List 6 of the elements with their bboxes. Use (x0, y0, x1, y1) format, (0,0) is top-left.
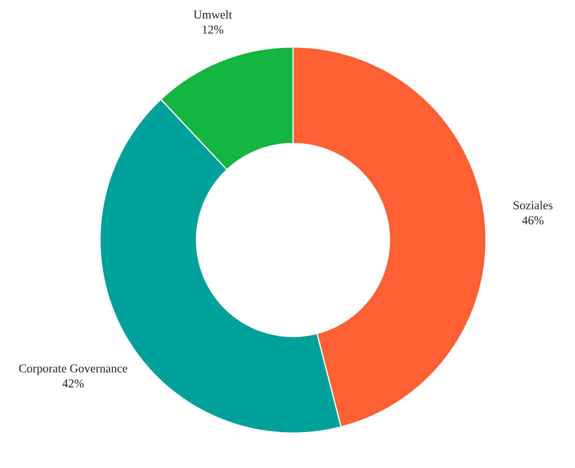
data-label: 12% (202, 26, 224, 34)
slice-label: Umwelt (194, 10, 232, 19)
slice-label: Corporate Governance (19, 364, 128, 375)
slice-label: Soziales (514, 200, 552, 210)
data-label: 42% (62, 379, 84, 388)
data-label: 46% (522, 216, 544, 224)
